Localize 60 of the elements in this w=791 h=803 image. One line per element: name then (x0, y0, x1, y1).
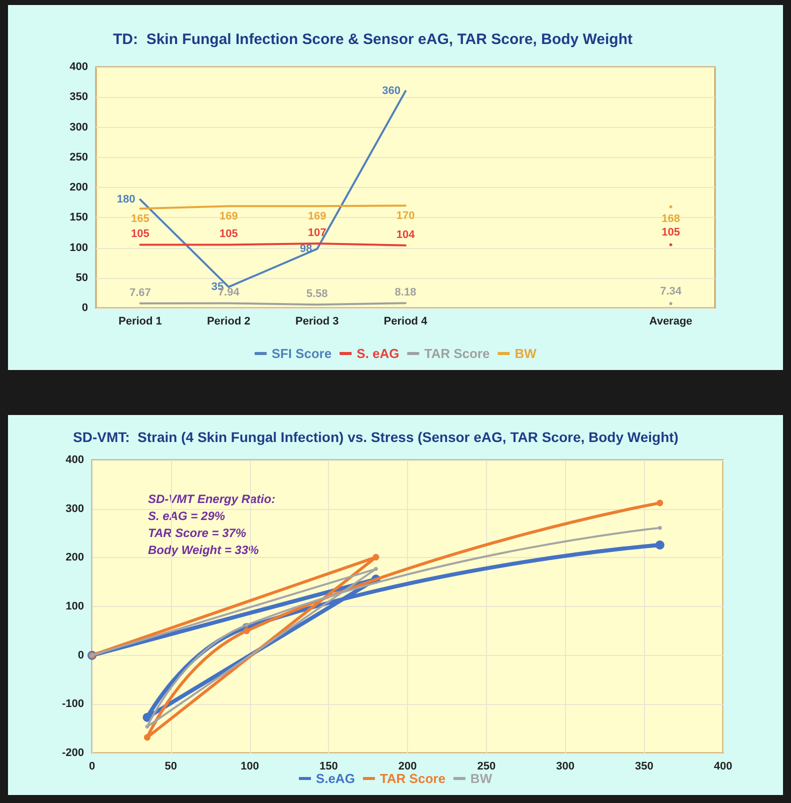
data-label: 169 (219, 210, 238, 223)
y-tick-label: 400 (66, 454, 84, 466)
x-tick-label: 200 (398, 760, 417, 772)
x-tick-label: 0 (88, 760, 96, 772)
data-label: 360 (382, 85, 400, 98)
annotation: SD-VMT Energy Ratio: (148, 492, 276, 506)
data-label: 7.34 (660, 286, 682, 298)
data-label: 7.67 (130, 286, 151, 299)
data-label: 107 (308, 227, 326, 240)
x-tick-label: 250 (477, 760, 496, 772)
x-tick-label: Average (649, 316, 692, 328)
x-tick-label: 50 (164, 760, 177, 772)
y-tick-label: 50 (76, 272, 88, 284)
data-label: 104 (396, 228, 416, 241)
x-tick-label: 300 (556, 760, 574, 772)
x-tick-label: Period 2 (206, 316, 250, 328)
legend-label: TAR Score (424, 346, 490, 361)
y-tick-label: 150 (70, 212, 88, 224)
x-tick-label: 350 (634, 760, 654, 772)
y-tick-label: 100 (70, 242, 88, 254)
y-tick-label: 100 (66, 600, 84, 612)
legend-label: S. eAG (356, 346, 400, 361)
y-tick-label: -200 (62, 747, 84, 759)
chart-title: TD: Skin Fungal Infection Score & Sensor eAG, TAR Score, Body Weight (113, 31, 633, 48)
data-label: 8.18 (394, 286, 416, 299)
x-tick-label: 150 (319, 760, 338, 772)
y-tick-label: 400 (70, 61, 88, 73)
annotation: S. eAG = 29% (148, 509, 226, 523)
x-tick-label: Period 3 (295, 316, 339, 328)
y-tick-label: 200 (70, 182, 88, 194)
data-label: 170 (396, 210, 415, 222)
data-label: 168 (662, 212, 680, 225)
chart-title: SD-VMT: Strain (4 Skin Fungal Infection) vs. Stress (Sensor eAG, TAR Score, Body Weight) (73, 429, 678, 445)
x-tick-label: 100 (240, 760, 259, 772)
y-tick-label: -100 (62, 698, 84, 710)
y-tick-label: 200 (66, 552, 84, 564)
data-label: 105 (219, 228, 238, 240)
y-tick-label: 300 (66, 502, 84, 515)
legend-label: SFI Score (272, 346, 332, 361)
x-tick-label: Period 4 (384, 316, 428, 328)
data-label: 105 (131, 228, 150, 240)
y-tick-label: 250 (70, 151, 88, 164)
legend-label: S.eAG (316, 771, 355, 786)
data-label: 180 (116, 194, 136, 206)
legend-label: BW (470, 771, 493, 786)
y-tick-label: 350 (70, 91, 88, 104)
data-label: 98 (300, 242, 312, 255)
data-label: 105 (662, 226, 680, 239)
legend-label: TAR Score (380, 771, 446, 786)
data-label: 165 (131, 213, 150, 226)
x-tick-label: Period 1 (118, 316, 162, 328)
annotation: TAR Score = 37% (148, 526, 246, 540)
legend-label: BW (514, 346, 538, 361)
y-tick-label: 0 (82, 302, 88, 314)
x-tick-label: 400 (714, 760, 732, 772)
y-tick-label: 0 (78, 649, 84, 662)
annotation: Body Weight = 33% (148, 543, 260, 557)
data-label: 169 (308, 210, 326, 223)
data-label: 5.58 (306, 288, 328, 300)
y-tick-label: 300 (70, 121, 88, 134)
